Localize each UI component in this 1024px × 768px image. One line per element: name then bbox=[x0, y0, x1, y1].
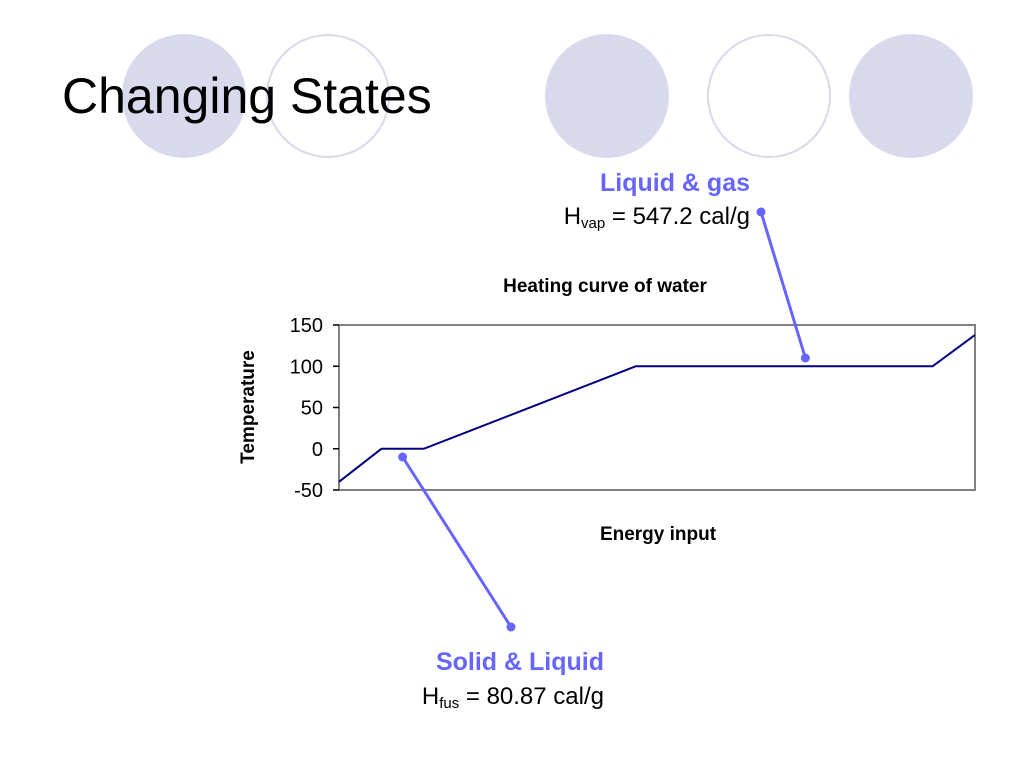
decorative-circle bbox=[545, 34, 669, 158]
slide-title: Changing States bbox=[62, 68, 432, 124]
series-layer bbox=[338, 334, 976, 483]
y-axis-label: Temperature bbox=[238, 350, 259, 464]
y-tick-label: 50 bbox=[301, 398, 323, 420]
y-tick-label: 0 bbox=[312, 439, 323, 461]
enthalpy-symbol: H bbox=[421, 683, 440, 710]
fusion-callout-heading: Solid & Liquid bbox=[435, 648, 604, 676]
y-axis: -50 0 50 100 150 bbox=[290, 315, 339, 502]
y-tick-label: 100 bbox=[290, 356, 323, 378]
fusion-formula: Hfus = 80.87 cal/g bbox=[422, 682, 604, 712]
vaporization-callout-heading: Liquid & gas bbox=[600, 169, 750, 197]
enthalpy-subscript: fus bbox=[439, 695, 460, 712]
enthalpy-value: = 547.2 cal/g bbox=[605, 203, 750, 230]
vaporization-formula: Hvap = 547.2 cal/g bbox=[564, 202, 750, 232]
enthalpy-symbol: H bbox=[563, 203, 582, 230]
decorative-circle bbox=[707, 34, 831, 158]
y-tick-label: -50 bbox=[294, 480, 323, 502]
decorative-circle bbox=[266, 34, 390, 158]
decorative-circle bbox=[849, 34, 973, 158]
chart-title: Heating curve of water bbox=[503, 276, 707, 297]
x-axis-label: Energy input bbox=[600, 524, 717, 545]
decorative-circle bbox=[122, 34, 246, 158]
enthalpy-subscript: vap bbox=[581, 215, 606, 232]
y-tick-label: 150 bbox=[290, 315, 323, 337]
heating-curve-line bbox=[338, 334, 976, 483]
enthalpy-value: = 80.87 cal/g bbox=[459, 683, 604, 710]
plot-area-frame bbox=[338, 324, 976, 491]
